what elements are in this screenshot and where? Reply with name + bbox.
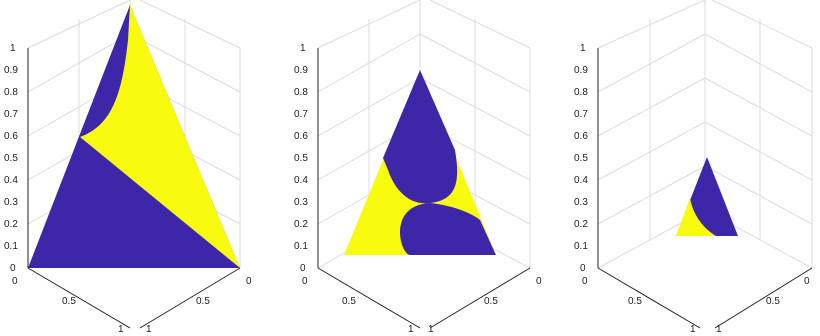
x-tick-label: 0.5: [628, 296, 642, 307]
y-tick-labels: 0 0.5 1: [146, 276, 252, 335]
y-tick-label: 0: [536, 276, 542, 287]
axes: [317, 48, 531, 329]
y-tick-label: 0.5: [766, 296, 780, 307]
z-tick-label: 0.6: [4, 131, 18, 142]
subplot-3: 0 0.1 0.2 0.3 0.4 0.5 0.6 0.7 0.8 0.9 1 …: [574, 0, 813, 335]
z-tick-label: 0.1: [4, 241, 18, 252]
surface: [676, 157, 738, 236]
y-tick-label: 1: [428, 324, 434, 335]
y-tick-labels: 0 0.5 1: [428, 276, 542, 335]
subplot-2: 0 0.1 0.2 0.3 0.4 0.5 0.6 0.7 0.8 0.9 1 …: [294, 0, 542, 335]
y-tick-label: 1: [146, 324, 152, 335]
z-tick-label: 0.2: [294, 219, 308, 230]
z-tick-label: 0.5: [294, 153, 308, 164]
z-tick-label: 1: [10, 43, 16, 54]
z-tick-label: 0.7: [294, 109, 308, 120]
x-tick-label: 0: [582, 276, 588, 287]
y-tick-label: 0.5: [484, 296, 498, 307]
z-tick-label: 0.8: [4, 87, 18, 98]
x-tick-label: 0: [302, 276, 308, 287]
yellow-region: [80, 5, 240, 268]
z-tick-label: 0.4: [294, 175, 308, 186]
z-tick-labels: 0 0.1 0.2 0.3 0.4 0.5 0.6 0.7 0.8 0.9 1: [294, 43, 308, 274]
z-tick-label: 0.4: [574, 175, 588, 186]
z-tick-label: 0.3: [4, 197, 18, 208]
y-tick-label: 1: [716, 324, 722, 335]
blue-region: [400, 203, 496, 255]
z-tick-label: 0.8: [574, 87, 588, 98]
surface: [28, 5, 240, 268]
z-tick-label: 0.9: [4, 65, 18, 76]
y-tick-labels: 0 0.5 1: [716, 276, 810, 335]
y-tick-label: 0.5: [196, 296, 210, 307]
z-tick-label: 0: [10, 263, 16, 274]
x-tick-label: 1: [118, 324, 124, 335]
subplot-1: 0 0.1 0.2 0.3 0.4 0.5 0.6 0.7 0.8 0.9 1 …: [4, 0, 252, 335]
y-tick-label: 0: [246, 276, 252, 287]
z-tick-label: 0.6: [574, 131, 588, 142]
x-tick-labels: 0 0.5 1: [12, 276, 124, 335]
z-tick-label: 1: [300, 43, 306, 54]
z-tick-label: 0: [580, 263, 586, 274]
z-tick-label: 0.7: [4, 109, 18, 120]
z-tick-label: 1: [580, 43, 586, 54]
blue-region: [383, 70, 458, 204]
z-tick-label: 0.1: [574, 241, 588, 252]
z-tick-label: 0: [300, 263, 306, 274]
x-tick-label: 0.5: [62, 296, 76, 307]
y-tick-label: 0: [804, 276, 810, 287]
z-tick-labels: 0 0.1 0.2 0.3 0.4 0.5 0.6 0.7 0.8 0.9 1: [574, 43, 588, 274]
z-tick-label: 0.3: [294, 197, 308, 208]
x-tick-label: 1: [690, 324, 696, 335]
x-tick-label: 1: [408, 324, 414, 335]
x-tick-label: 0: [12, 276, 18, 287]
z-tick-label: 0.4: [4, 175, 18, 186]
z-tick-label: 0.2: [574, 219, 588, 230]
z-tick-labels: 0 0.1 0.2 0.3 0.4 0.5 0.6 0.7 0.8 0.9 1: [4, 43, 18, 274]
x-tick-label: 0.5: [342, 296, 356, 307]
z-tick-label: 0.2: [4, 219, 18, 230]
z-tick-label: 0.5: [574, 153, 588, 164]
x-tick-labels: 0 0.5 1: [302, 276, 414, 335]
yellow-region: [676, 198, 716, 236]
z-tick-label: 0.7: [574, 109, 588, 120]
z-tick-label: 0.9: [294, 65, 308, 76]
x-tick-labels: 0 0.5 1: [582, 276, 696, 335]
z-tick-label: 0.8: [294, 87, 308, 98]
axes: [597, 48, 813, 329]
z-tick-label: 0.1: [294, 241, 308, 252]
z-tick-label: 0.9: [574, 65, 588, 76]
z-tick-label: 0.6: [294, 131, 308, 142]
z-tick-label: 0.5: [4, 153, 18, 164]
z-tick-label: 0.3: [574, 197, 588, 208]
axes: [27, 48, 241, 329]
surface: [344, 70, 496, 255]
